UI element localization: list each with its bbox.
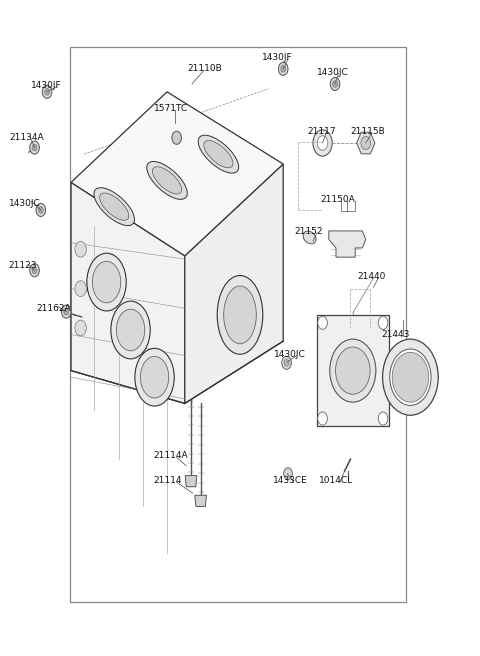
Circle shape [330,339,376,402]
Circle shape [390,349,431,405]
Text: 21114: 21114 [154,476,182,485]
Ellipse shape [94,188,134,226]
Circle shape [361,136,371,150]
Text: 21162A: 21162A [36,304,71,313]
Text: 1014CL: 1014CL [319,476,353,485]
Circle shape [45,89,49,95]
Circle shape [278,62,288,75]
Circle shape [318,412,327,425]
Ellipse shape [111,301,150,359]
Ellipse shape [153,167,181,194]
Text: 21110B: 21110B [187,64,222,73]
Ellipse shape [303,231,316,244]
Circle shape [30,141,39,154]
Text: 1430JC: 1430JC [317,68,348,77]
Ellipse shape [135,348,174,406]
Circle shape [30,264,39,277]
Circle shape [378,316,388,329]
Text: 21440: 21440 [358,272,386,281]
Circle shape [330,77,340,91]
Circle shape [38,207,43,213]
Ellipse shape [87,253,126,311]
Circle shape [317,136,328,150]
Ellipse shape [204,140,233,168]
Circle shape [281,66,286,72]
Ellipse shape [198,135,239,173]
Text: 1433CE: 1433CE [273,476,307,485]
Ellipse shape [92,261,121,303]
Text: 1430JF: 1430JF [262,53,292,62]
Circle shape [32,267,37,274]
Text: 1430JC: 1430JC [274,350,305,359]
Circle shape [284,468,292,480]
Polygon shape [357,133,375,154]
Circle shape [75,241,86,257]
Circle shape [75,320,86,336]
Polygon shape [71,92,283,256]
Circle shape [318,316,327,329]
Circle shape [75,281,86,297]
Circle shape [61,305,71,318]
Text: 21117: 21117 [307,127,336,136]
Circle shape [378,412,388,425]
Circle shape [383,339,438,415]
Text: 21115B: 21115B [350,127,385,136]
Circle shape [313,130,332,156]
Ellipse shape [100,193,129,220]
Ellipse shape [224,286,256,344]
Circle shape [172,131,181,144]
Ellipse shape [147,161,187,199]
Circle shape [64,308,69,315]
Text: 1430JC: 1430JC [9,199,40,208]
Circle shape [392,352,429,402]
Polygon shape [317,315,389,426]
Polygon shape [185,164,283,403]
Text: 1571TC: 1571TC [154,104,188,113]
Circle shape [36,203,46,216]
Ellipse shape [217,276,263,354]
Text: 1430JF: 1430JF [31,81,62,90]
Polygon shape [329,231,366,257]
Text: 21152: 21152 [294,227,323,236]
Text: 21134A: 21134A [10,133,44,142]
Circle shape [282,356,291,369]
Circle shape [336,347,370,394]
Polygon shape [185,476,197,487]
Ellipse shape [116,309,145,351]
Circle shape [32,144,37,151]
Text: 21114A: 21114A [154,451,188,461]
Ellipse shape [140,356,169,398]
Circle shape [42,85,52,98]
Polygon shape [195,495,206,506]
Polygon shape [71,182,185,403]
Circle shape [284,359,289,366]
Bar [70,47,406,602]
Text: 21150A: 21150A [321,195,355,204]
Circle shape [333,81,337,87]
Text: 21443: 21443 [382,330,410,339]
Text: 21123: 21123 [9,261,37,270]
